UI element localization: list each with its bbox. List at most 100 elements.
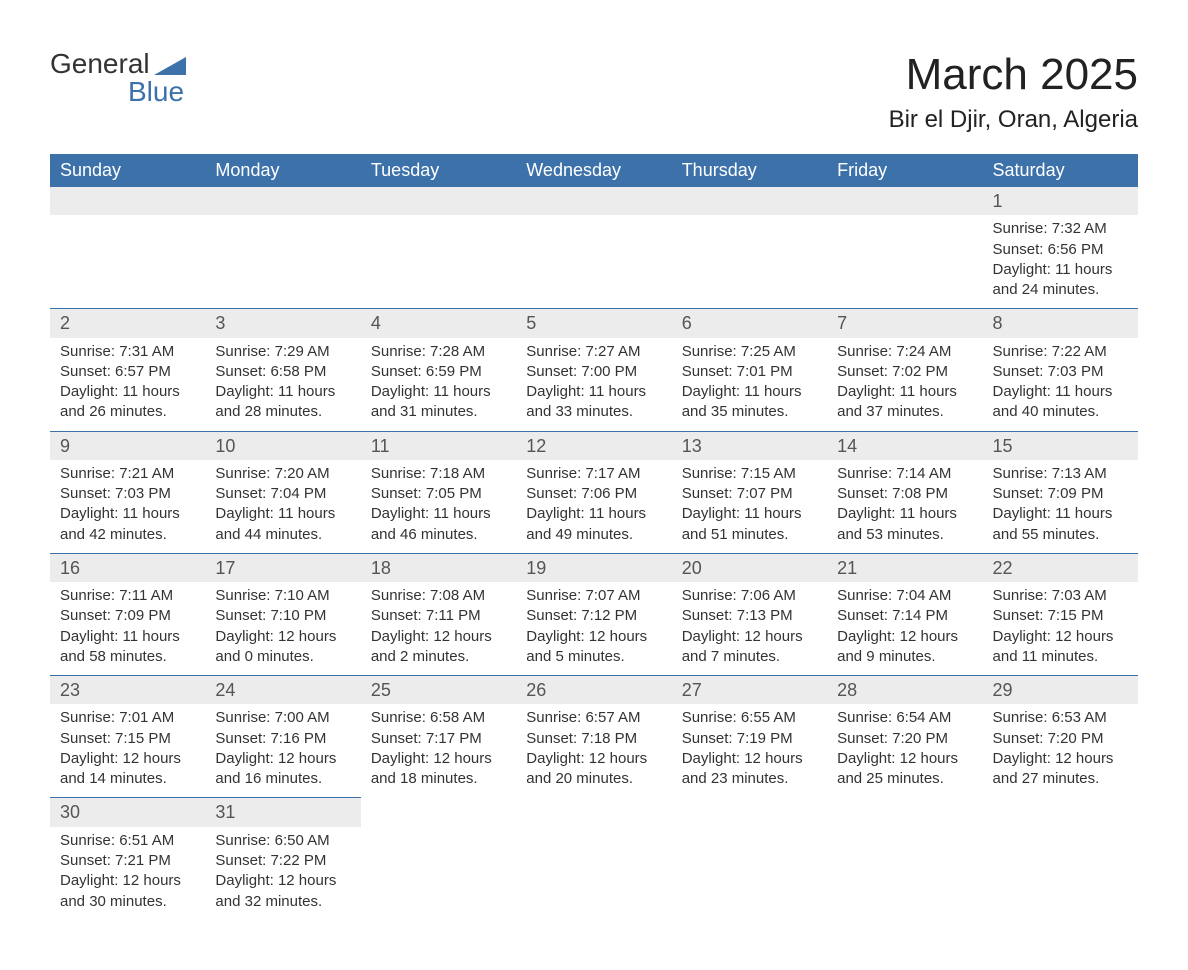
day-number-cell: 14 xyxy=(827,431,982,460)
day-number-cell: 30 xyxy=(50,798,205,827)
daylight-line: Daylight: 11 hours and 35 minutes. xyxy=(682,382,817,423)
sunset-value: 7:17 PM xyxy=(426,730,482,747)
sunrise-value: 7:15 AM xyxy=(741,465,796,482)
day-number-cell: 12 xyxy=(516,431,671,460)
sunset-line: Sunset: 6:58 PM xyxy=(215,362,350,382)
sunrise-line: Sunrise: 6:50 AM xyxy=(215,831,350,851)
sunset-label: Sunset: xyxy=(371,363,422,380)
sunset-label: Sunset: xyxy=(526,485,577,502)
sunrise-value: 6:55 AM xyxy=(741,709,796,726)
sunrise-label: Sunrise: xyxy=(371,465,426,482)
sunrise-line: Sunrise: 6:53 AM xyxy=(993,708,1128,728)
sunset-value: 7:06 PM xyxy=(581,485,637,502)
sunrise-line: Sunrise: 7:13 AM xyxy=(993,464,1128,484)
sunrise-line: Sunrise: 6:55 AM xyxy=(682,708,817,728)
sunset-value: 7:09 PM xyxy=(115,607,171,624)
sunrise-value: 6:58 AM xyxy=(430,709,485,726)
day-detail-cell: Sunrise: 6:51 AMSunset: 7:21 PMDaylight:… xyxy=(50,827,205,920)
sunset-label: Sunset: xyxy=(60,363,111,380)
sunset-label: Sunset: xyxy=(993,607,1044,624)
sunrise-label: Sunrise: xyxy=(682,343,737,360)
sunrise-line: Sunrise: 7:20 AM xyxy=(215,464,350,484)
day-detail-cell: Sunrise: 7:14 AMSunset: 7:08 PMDaylight:… xyxy=(827,460,982,554)
sunrise-line: Sunrise: 7:21 AM xyxy=(60,464,195,484)
sunrise-label: Sunrise: xyxy=(682,465,737,482)
day-detail-cell: Sunrise: 7:15 AM Sunset: 7:07 PMDaylight:… xyxy=(672,460,827,554)
daylight-label: Daylight: xyxy=(371,628,429,645)
daylight-label: Daylight: xyxy=(60,505,118,522)
day-number-cell: 7 xyxy=(827,309,982,338)
daylight-line: Daylight: 12 hours and 14 minutes. xyxy=(60,749,195,790)
sunrise-label: Sunrise: xyxy=(215,587,270,604)
sunrise-line: Sunrise: 7:24 AM xyxy=(837,342,972,362)
daylight-line: Daylight: 11 hours and 51 minutes. xyxy=(682,504,817,545)
sunset-value: 7:12 PM xyxy=(581,607,637,624)
sunset-label: Sunset: xyxy=(837,363,888,380)
day-detail-cell xyxy=(205,215,360,309)
sunrise-value: 7:25 AM xyxy=(741,343,796,360)
sunrise-label: Sunrise: xyxy=(215,465,270,482)
day-number-cell xyxy=(827,187,982,215)
daylight-label: Daylight: xyxy=(837,505,895,522)
sunset-line: Sunset: 7:04 PM xyxy=(215,484,350,504)
daylight-line: Daylight: 12 hours and 7 minutes. xyxy=(682,627,817,668)
day-number-cell: 20 xyxy=(672,553,827,582)
sunset-label: Sunset: xyxy=(993,485,1044,502)
day-number-cell: 8 xyxy=(983,309,1138,338)
daylight-line: Daylight: 12 hours and 18 minutes. xyxy=(371,749,506,790)
sunset-label: Sunset: xyxy=(837,607,888,624)
sunrise-value: 7:04 AM xyxy=(896,587,951,604)
logo-top: General xyxy=(50,50,186,78)
sunrise-label: Sunrise: xyxy=(215,343,270,360)
daylight-label: Daylight: xyxy=(60,872,118,889)
day-number-cell: 25 xyxy=(361,676,516,705)
sunrise-line: Sunrise: 7:07 AM xyxy=(526,586,661,606)
sunrise-value: 7:22 AM xyxy=(1052,343,1107,360)
daylight-line: Daylight: 12 hours and 11 minutes. xyxy=(993,627,1128,668)
day-detail-cell xyxy=(516,215,671,309)
sunset-line: Sunset: 7:03 PM xyxy=(60,484,195,504)
sunrise-label: Sunrise: xyxy=(60,465,115,482)
sunrise-value: 6:50 AM xyxy=(275,832,330,849)
sunrise-label: Sunrise: xyxy=(837,343,892,360)
sunset-label: Sunset: xyxy=(215,363,266,380)
weekday-header: Saturday xyxy=(983,154,1138,187)
daylight-line: Daylight: 12 hours and 0 minutes. xyxy=(215,627,350,668)
sunset-label: Sunset: xyxy=(60,730,111,747)
sunrise-line: Sunrise: 7:08 AM xyxy=(371,586,506,606)
sunset-value: 7:04 PM xyxy=(270,485,326,502)
day-number-cell: 3 xyxy=(205,309,360,338)
day-detail-cell: Sunrise: 6:50 AMSunset: 7:22 PMDaylight:… xyxy=(205,827,360,920)
sunrise-label: Sunrise: xyxy=(526,465,581,482)
daylight-label: Daylight: xyxy=(60,750,118,767)
day-number-cell: 5 xyxy=(516,309,671,338)
daylight-line: Daylight: 11 hours and 58 minutes. xyxy=(60,627,195,668)
sunset-label: Sunset: xyxy=(371,485,422,502)
sunset-value: 7:15 PM xyxy=(1048,607,1104,624)
day-detail-cell: Sunrise: 7:32 AMSunset: 6:56 PMDaylight:… xyxy=(983,215,1138,309)
sunrise-label: Sunrise: xyxy=(993,220,1048,237)
daylight-line: Daylight: 11 hours and 53 minutes. xyxy=(837,504,972,545)
sunrise-label: Sunrise: xyxy=(837,587,892,604)
day-detail-cell: Sunrise: 7:11 AMSunset: 7:09 PMDaylight:… xyxy=(50,582,205,676)
day-number-cell: 29 xyxy=(983,676,1138,705)
sunset-value: 7:02 PM xyxy=(892,363,948,380)
day-number-cell: 17 xyxy=(205,553,360,582)
weekday-header-row: SundayMondayTuesdayWednesdayThursdayFrid… xyxy=(50,154,1138,187)
month-title: March 2025 xyxy=(889,50,1138,100)
sunset-line: Sunset: 7:22 PM xyxy=(215,851,350,871)
daylight-label: Daylight: xyxy=(215,628,273,645)
daylight-label: Daylight: xyxy=(215,383,273,400)
daylight-label: Daylight: xyxy=(993,261,1051,278)
day-detail-cell: Sunrise: 7:28 AMSunset: 6:59 PMDaylight:… xyxy=(361,338,516,432)
sunset-label: Sunset: xyxy=(993,241,1044,258)
sunrise-label: Sunrise: xyxy=(682,587,737,604)
sunset-label: Sunset: xyxy=(993,363,1044,380)
sunrise-label: Sunrise: xyxy=(60,709,115,726)
sunset-line: Sunset: 7:07 PM xyxy=(682,484,817,504)
day-number-cell: 26 xyxy=(516,676,671,705)
daynum-row: 23242526272829 xyxy=(50,676,1138,705)
sunset-line: Sunset: 7:01 PM xyxy=(682,362,817,382)
sunset-line: Sunset: 7:20 PM xyxy=(837,729,972,749)
daylight-label: Daylight: xyxy=(993,750,1051,767)
